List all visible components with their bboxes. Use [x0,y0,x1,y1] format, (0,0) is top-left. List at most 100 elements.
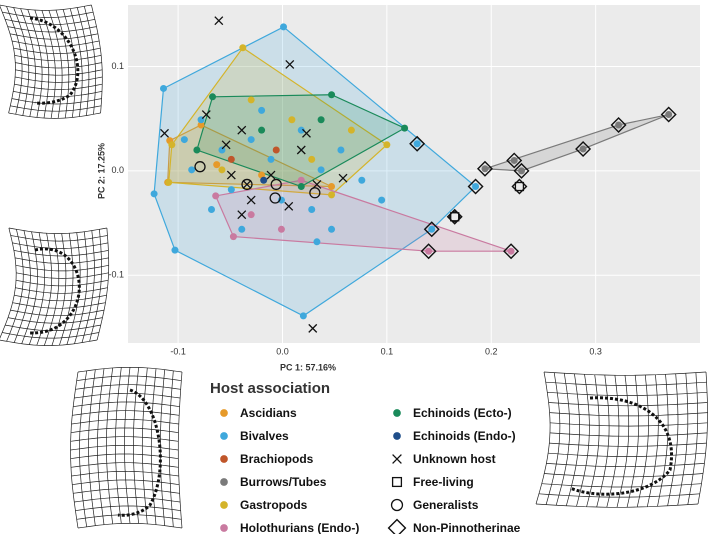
grid-warp [2,332,100,339]
legend-label: Burrows/Tubes [240,475,327,489]
dot [277,196,285,204]
marker-dot [317,116,325,124]
marker-dot [220,478,228,486]
dot [209,93,217,101]
marker-dot [413,140,421,148]
shape-outline [569,396,673,496]
grid-warp [77,522,183,529]
diamond [610,116,627,133]
marker-dot [579,145,587,153]
marker-circle [194,161,206,173]
dot [247,211,255,219]
grid-warp [34,9,50,119]
square [514,181,525,192]
dot [150,190,158,198]
hull [196,94,406,188]
dot [220,478,228,486]
marker-dot [277,196,285,204]
marker-diamond [476,160,493,177]
diamond [506,152,523,169]
grid-warp [538,493,700,498]
grid-warp [75,505,181,512]
ring [241,178,253,191]
dot [337,146,345,154]
marker-dot [277,225,285,233]
cross [221,140,231,150]
grid-warp [71,470,179,477]
legend: Ascidians Bivalves Brachiopods Burrows/Tube… [220,406,521,534]
ring [194,161,206,173]
legend-label: Bivalves [240,429,289,443]
marker-dot [308,155,316,163]
marker-cross [338,173,348,183]
grid-warp [6,229,24,342]
grid-warp [62,9,76,118]
legend-label: Echinoids (Endo-) [413,429,516,443]
marker-dot [297,176,305,184]
marker-cross [246,195,256,205]
grid-warp [15,69,103,76]
marker-dot [188,166,196,174]
diamond [423,221,440,238]
grid-warp [0,339,98,346]
grid-warp [13,7,30,116]
marker-diamond [423,221,440,238]
dot [328,183,336,191]
marker-dot [328,225,336,233]
marker-dot [347,126,355,134]
grid-warp [70,444,179,451]
grid-warp [646,374,659,507]
cross [312,179,322,189]
marker-cross [237,210,247,220]
dot [393,432,401,440]
grid-warp [8,227,107,234]
dot [229,233,237,241]
grid-warp [544,473,704,478]
grid-warp [74,392,181,399]
grid-warp [73,401,180,408]
marker-circle [241,178,253,191]
marker-dot [258,126,266,134]
cross [201,110,211,119]
marker-dot [180,136,188,144]
marker-dot [150,190,158,198]
grid-warp [13,250,109,257]
ring [270,178,282,191]
dot [383,141,391,149]
marker-diamond [409,135,426,152]
ring [309,187,321,199]
marker-dot [258,106,266,114]
cross [392,454,402,464]
grid-warp [535,371,551,505]
marker-dot [193,146,201,154]
grid-warp [12,302,106,309]
marker-square [450,212,460,222]
grid-warp [12,242,109,249]
shape-outline [117,388,162,517]
marker-cross [160,128,169,138]
marker-dot [218,146,226,154]
dot [481,165,489,173]
grid-warp [10,105,102,112]
marker-square [514,181,525,192]
marker-cross [308,323,318,333]
dot [258,126,266,134]
marker-diamond [503,243,520,260]
grid-warp [565,373,580,506]
grid-warp [72,410,180,416]
marker-dot [297,183,305,191]
grid-warp [20,8,36,117]
x-tick-label: -0.1 [170,346,186,356]
grid-warp [71,418,179,425]
dot [227,155,235,163]
marker-cross [302,128,311,138]
dot [518,167,526,175]
grid-warp [69,8,83,117]
cross [226,170,236,180]
grid-warp [677,373,689,506]
marker-dot [615,121,623,129]
dot [313,238,321,246]
grid-warp [59,233,74,346]
grid-warp [667,373,679,506]
marker-dot [299,312,307,320]
